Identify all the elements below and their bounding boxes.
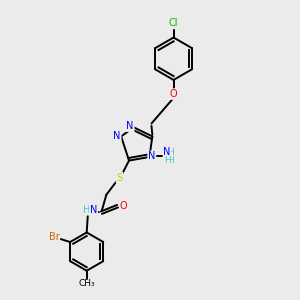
Text: H: H bbox=[164, 156, 170, 165]
Text: CH₃: CH₃ bbox=[79, 280, 96, 289]
Text: S: S bbox=[116, 173, 123, 183]
Text: O: O bbox=[170, 89, 177, 99]
Text: Cl: Cl bbox=[169, 18, 178, 28]
Text: N: N bbox=[90, 205, 98, 215]
Text: O: O bbox=[120, 201, 127, 211]
Text: N: N bbox=[127, 121, 134, 131]
Text: N: N bbox=[164, 147, 171, 157]
Text: Br: Br bbox=[49, 232, 59, 242]
Text: N: N bbox=[113, 131, 121, 141]
Text: H: H bbox=[83, 205, 90, 215]
Text: N: N bbox=[148, 152, 155, 161]
Text: H: H bbox=[167, 156, 173, 165]
Text: H: H bbox=[167, 148, 173, 157]
